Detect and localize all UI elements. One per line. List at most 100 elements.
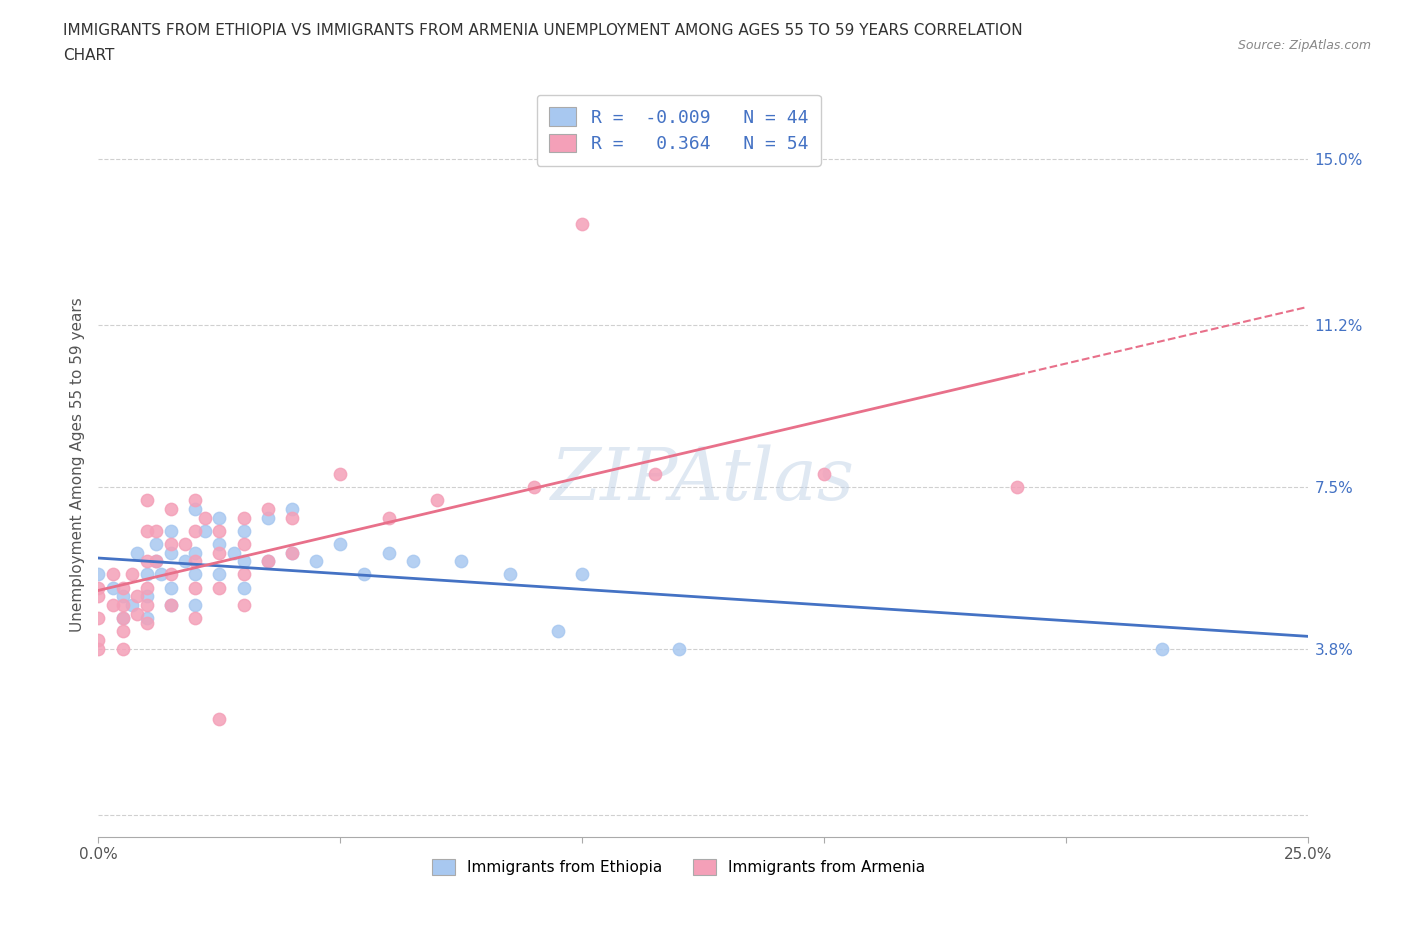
Point xyxy=(222,545,245,560)
Point xyxy=(1007,480,1029,495)
Point xyxy=(232,567,254,582)
Point xyxy=(232,554,254,569)
Point xyxy=(135,567,157,582)
Y-axis label: Unemployment Among Ages 55 to 59 years: Unemployment Among Ages 55 to 59 years xyxy=(69,298,84,632)
Point xyxy=(668,642,690,657)
Point xyxy=(111,624,134,639)
Point xyxy=(135,589,157,604)
Text: IMMIGRANTS FROM ETHIOPIA VS IMMIGRANTS FROM ARMENIA UNEMPLOYMENT AMONG AGES 55 T: IMMIGRANTS FROM ETHIOPIA VS IMMIGRANTS F… xyxy=(63,23,1024,38)
Text: ZIPAtlas: ZIPAtlas xyxy=(551,445,855,515)
Point xyxy=(281,501,304,516)
Point xyxy=(232,580,254,595)
Point xyxy=(101,598,124,613)
Point xyxy=(111,642,134,657)
Point xyxy=(160,598,183,613)
Point xyxy=(111,580,134,595)
Point xyxy=(184,598,207,613)
Point xyxy=(135,615,157,630)
Point xyxy=(135,524,157,538)
Point xyxy=(498,567,520,582)
Point xyxy=(135,611,157,626)
Point xyxy=(111,598,134,613)
Point xyxy=(353,567,375,582)
Point xyxy=(150,567,173,582)
Legend: Immigrants from Ethiopia, Immigrants from Armenia: Immigrants from Ethiopia, Immigrants fro… xyxy=(426,853,932,882)
Point xyxy=(160,580,183,595)
Point xyxy=(135,493,157,508)
Point xyxy=(281,510,304,525)
Point xyxy=(644,466,666,481)
Point xyxy=(174,554,197,569)
Point xyxy=(329,537,352,551)
Point xyxy=(174,537,197,551)
Point xyxy=(87,567,110,582)
Point xyxy=(135,598,157,613)
Point xyxy=(87,580,110,595)
Point xyxy=(184,493,207,508)
Point xyxy=(547,624,569,639)
Point xyxy=(208,567,231,582)
Point xyxy=(87,589,110,604)
Point xyxy=(523,480,546,495)
Point xyxy=(87,611,110,626)
Point xyxy=(160,598,183,613)
Point xyxy=(208,711,231,726)
Point xyxy=(87,642,110,657)
Point xyxy=(571,567,593,582)
Point xyxy=(184,611,207,626)
Point xyxy=(184,554,207,569)
Text: Source: ZipAtlas.com: Source: ZipAtlas.com xyxy=(1237,39,1371,52)
Point xyxy=(256,554,278,569)
Point xyxy=(87,632,110,647)
Point xyxy=(232,537,254,551)
Point xyxy=(121,567,143,582)
Point xyxy=(184,545,207,560)
Point xyxy=(184,501,207,516)
Point xyxy=(127,545,149,560)
Point xyxy=(813,466,835,481)
Text: CHART: CHART xyxy=(63,48,115,63)
Point xyxy=(160,537,183,551)
Point xyxy=(145,554,167,569)
Point xyxy=(256,510,278,525)
Point xyxy=(111,611,134,626)
Point xyxy=(281,545,304,560)
Point xyxy=(450,554,472,569)
Point xyxy=(160,501,183,516)
Point xyxy=(101,580,124,595)
Point xyxy=(305,554,328,569)
Point xyxy=(232,598,254,613)
Point xyxy=(111,589,134,604)
Point xyxy=(184,567,207,582)
Point xyxy=(232,524,254,538)
Point xyxy=(329,466,352,481)
Point xyxy=(101,567,124,582)
Point xyxy=(377,510,399,525)
Point xyxy=(194,510,217,525)
Point xyxy=(208,510,231,525)
Point xyxy=(1152,642,1174,657)
Point xyxy=(571,217,593,232)
Point xyxy=(232,510,254,525)
Point xyxy=(256,501,278,516)
Point xyxy=(194,524,217,538)
Point xyxy=(208,545,231,560)
Point xyxy=(426,493,449,508)
Point xyxy=(127,589,149,604)
Point xyxy=(145,537,167,551)
Point xyxy=(111,611,134,626)
Point xyxy=(281,545,304,560)
Point xyxy=(160,545,183,560)
Point xyxy=(208,537,231,551)
Point xyxy=(135,580,157,595)
Point xyxy=(256,554,278,569)
Point xyxy=(145,524,167,538)
Point xyxy=(184,580,207,595)
Point xyxy=(377,545,399,560)
Point xyxy=(208,524,231,538)
Point xyxy=(184,524,207,538)
Point xyxy=(127,606,149,621)
Point xyxy=(208,580,231,595)
Point xyxy=(402,554,425,569)
Point xyxy=(121,598,143,613)
